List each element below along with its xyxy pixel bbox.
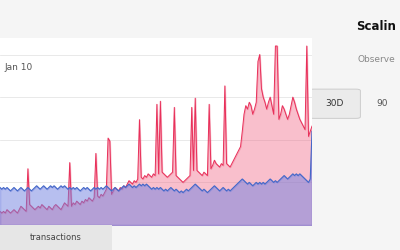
Text: 30D: 30D [326,98,344,108]
Text: transactions: transactions [30,233,82,242]
FancyBboxPatch shape [309,89,360,118]
Text: Jan 10: Jan 10 [4,63,32,72]
Text: Scalin: Scalin [356,20,396,33]
Text: Observe: Observe [358,55,396,64]
Text: 90: 90 [377,98,388,108]
